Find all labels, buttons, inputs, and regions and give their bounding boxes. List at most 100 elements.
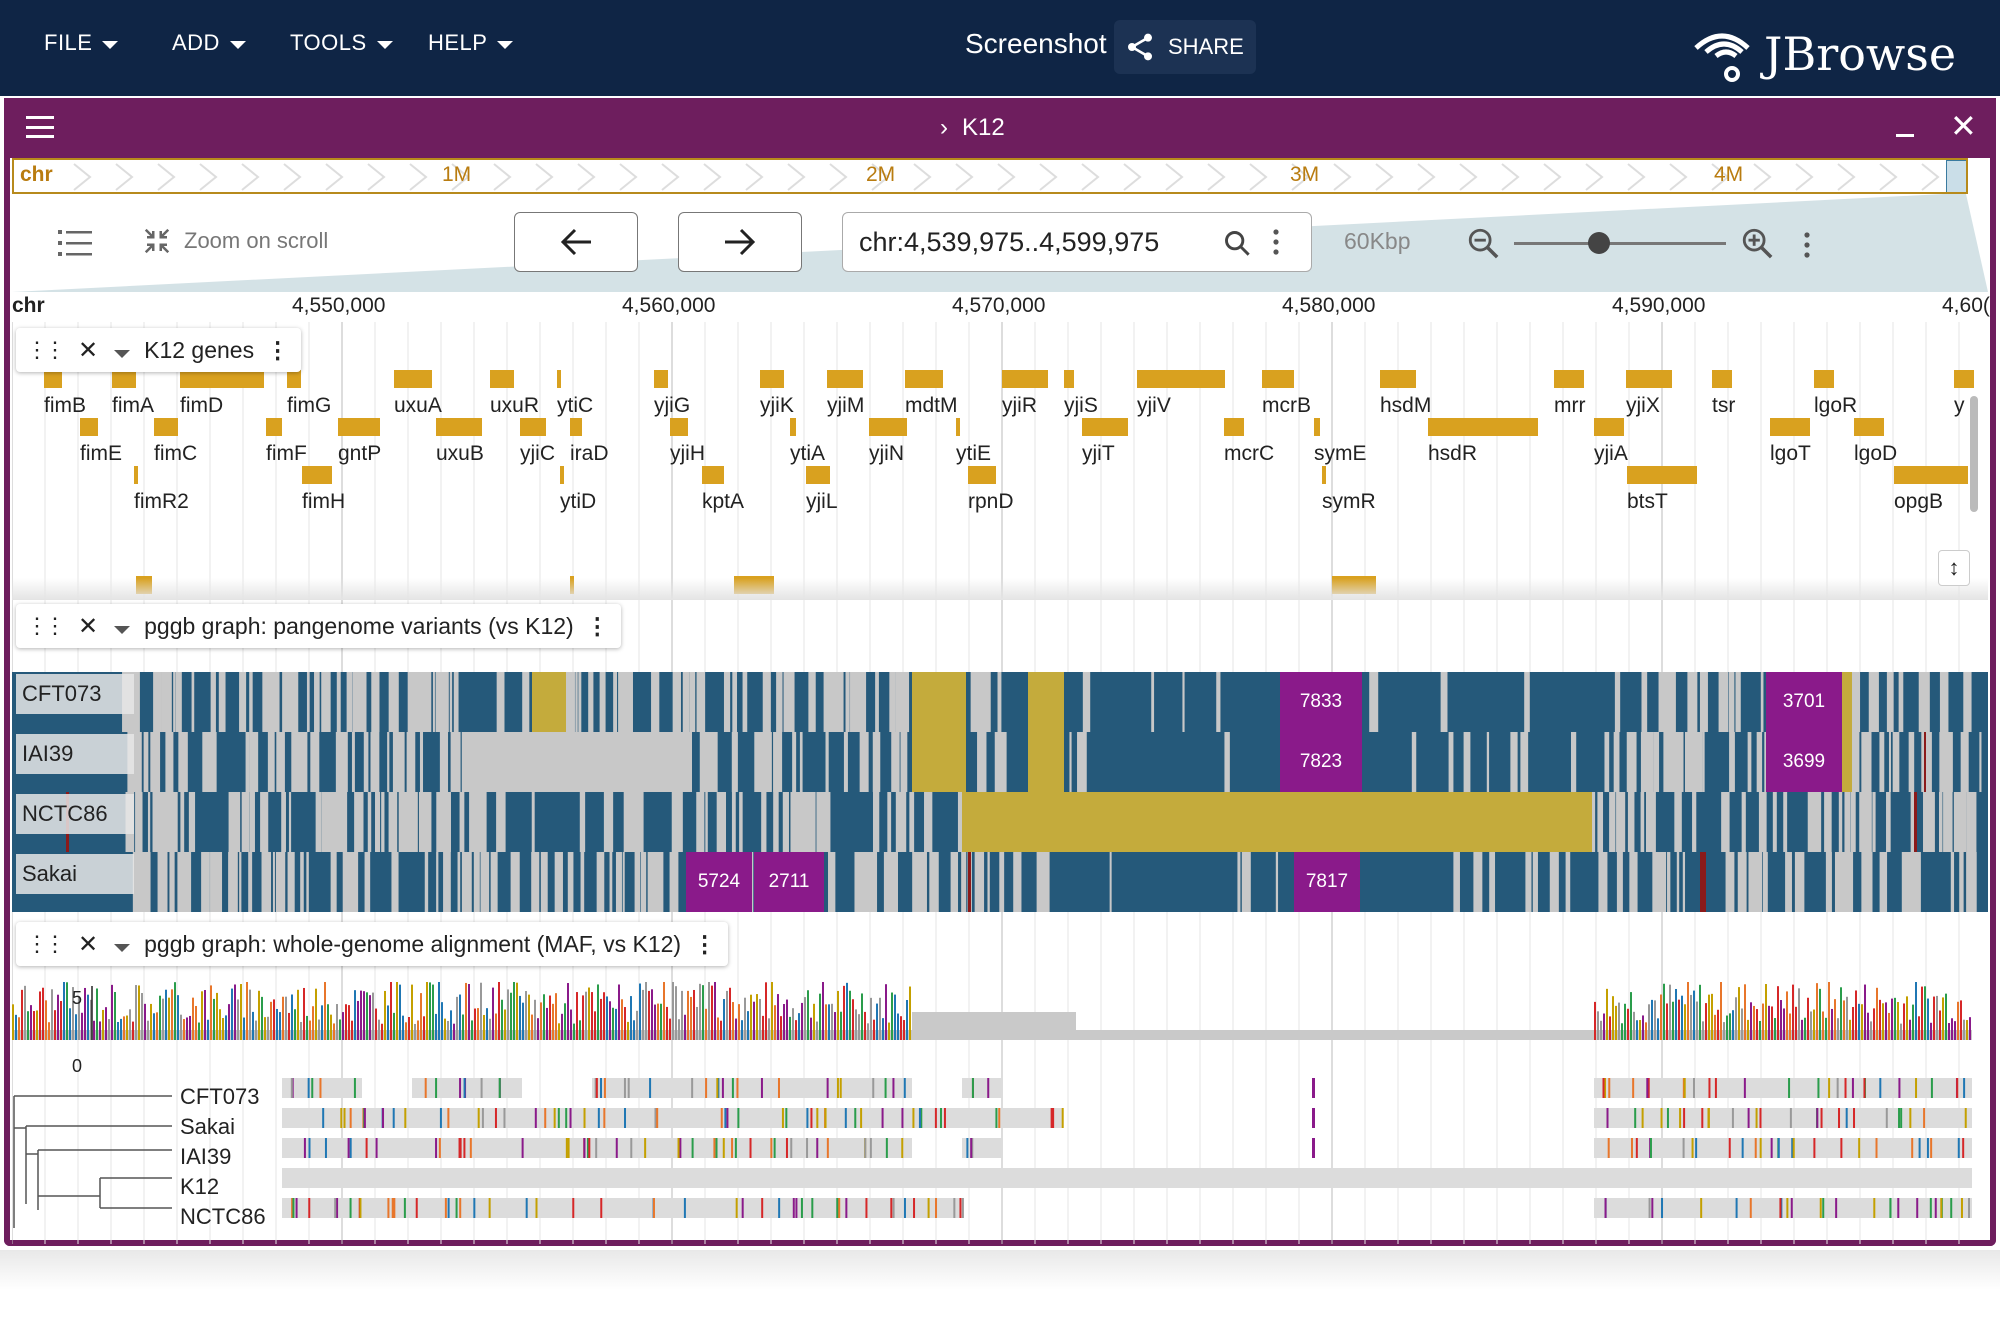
view-menu-icon[interactable] bbox=[26, 116, 54, 138]
tools-menu[interactable]: TOOLS bbox=[290, 30, 393, 56]
track-collapse-icon[interactable] bbox=[114, 337, 131, 364]
help-menu[interactable]: HELP bbox=[428, 30, 514, 56]
drag-handle-icon[interactable]: ⋮⋮ bbox=[26, 613, 66, 638]
track-menu-icon[interactable]: ⋮ bbox=[585, 612, 609, 639]
gene-feature[interactable] bbox=[760, 370, 784, 388]
overview-scalebar[interactable]: chr 1M 2M 3M 4M bbox=[12, 158, 1968, 194]
insertion-block[interactable]: 7823 bbox=[1280, 732, 1362, 792]
gene-feature[interactable] bbox=[436, 418, 482, 436]
drag-handle-icon[interactable]: ⋮⋮ bbox=[26, 337, 66, 362]
insertion-block[interactable]: 5724 bbox=[686, 852, 752, 912]
gene-feature[interactable] bbox=[670, 418, 688, 436]
variant-matrix[interactable] bbox=[12, 672, 1988, 912]
genes-track[interactable]: fimB fimA fimD fimG uxuA uxuR ytiC yjiG yjiK yjiM… bbox=[12, 322, 1988, 598]
gene-feature[interactable] bbox=[266, 418, 282, 436]
close-track-icon[interactable]: ✕ bbox=[78, 612, 99, 640]
zoom-slider-thumb[interactable] bbox=[1587, 232, 1610, 254]
track-selector-icon[interactable] bbox=[58, 228, 94, 258]
session-name[interactable]: Screenshot bbox=[965, 28, 1107, 59]
maf-alignment[interactable] bbox=[12, 982, 1988, 1242]
gene-feature[interactable] bbox=[827, 370, 863, 388]
gene-feature[interactable] bbox=[394, 370, 432, 388]
track-menu-icon[interactable]: ⋮ bbox=[266, 336, 290, 363]
add-menu[interactable]: ADD bbox=[172, 30, 246, 56]
gene-feature[interactable] bbox=[1594, 418, 1624, 436]
gene-feature[interactable] bbox=[1712, 370, 1732, 388]
gene-feature[interactable] bbox=[1627, 466, 1697, 484]
gene-feature[interactable] bbox=[1954, 370, 1974, 388]
close-track-icon[interactable]: ✕ bbox=[78, 930, 99, 958]
gene-feature[interactable] bbox=[1314, 418, 1320, 436]
insertion-block[interactable]: 2711 bbox=[754, 852, 824, 912]
gene-feature[interactable] bbox=[44, 370, 62, 388]
gene-feature[interactable] bbox=[1894, 466, 1968, 484]
coverage-bar bbox=[648, 990, 650, 1040]
gene-feature[interactable] bbox=[790, 418, 796, 436]
minimize-icon[interactable] bbox=[1896, 134, 1914, 137]
gene-feature[interactable] bbox=[806, 466, 830, 484]
coverage-bar bbox=[627, 1021, 629, 1040]
zoom-in-icon[interactable] bbox=[1740, 226, 1774, 260]
gene-feature[interactable] bbox=[338, 418, 380, 436]
gene-feature[interactable] bbox=[905, 370, 943, 388]
overview-visible-region[interactable] bbox=[1946, 160, 1966, 192]
view-options-icon[interactable] bbox=[1802, 230, 1812, 260]
gene-feature[interactable] bbox=[1770, 418, 1810, 436]
insertion-block[interactable]: 3699 bbox=[1766, 732, 1842, 792]
gene-feature[interactable] bbox=[1064, 370, 1074, 388]
track-collapse-icon[interactable] bbox=[114, 613, 131, 640]
gene-feature[interactable] bbox=[490, 370, 514, 388]
view-title[interactable]: › K12 bbox=[940, 114, 1005, 142]
gene-feature[interactable] bbox=[1380, 370, 1416, 388]
file-menu[interactable]: FILE bbox=[44, 30, 119, 56]
genes-scrollbar[interactable] bbox=[1970, 396, 1978, 512]
zoom-slider[interactable] bbox=[1514, 232, 1726, 254]
search-icon[interactable] bbox=[1223, 229, 1251, 257]
drag-handle-icon[interactable]: ⋮⋮ bbox=[26, 931, 66, 956]
gene-feature[interactable] bbox=[1082, 418, 1128, 436]
gene-feature[interactable] bbox=[1262, 370, 1294, 388]
gene-feature[interactable] bbox=[1626, 370, 1672, 388]
resize-handle-icon[interactable]: ↕ bbox=[1938, 550, 1970, 586]
zoom-on-scroll-toggle[interactable]: Zoom on scroll bbox=[142, 226, 328, 256]
zoom-out-icon[interactable] bbox=[1466, 226, 1500, 260]
gene-feature[interactable] bbox=[1137, 370, 1225, 388]
track-menu-icon[interactable]: ⋮ bbox=[693, 930, 717, 957]
gene-feature[interactable] bbox=[1854, 418, 1884, 436]
gene-feature[interactable] bbox=[134, 466, 138, 484]
location-search-input[interactable]: chr:4,539,975..4,599,975 bbox=[842, 212, 1312, 272]
gene-feature[interactable] bbox=[180, 370, 264, 388]
gene-feature[interactable] bbox=[154, 418, 178, 436]
gene-feature[interactable] bbox=[520, 418, 546, 436]
gene-feature[interactable] bbox=[702, 466, 724, 484]
pan-left-button[interactable] bbox=[514, 212, 638, 272]
gene-feature[interactable] bbox=[112, 370, 136, 388]
more-vert-icon[interactable] bbox=[1271, 227, 1281, 257]
gene-feature[interactable] bbox=[1554, 370, 1584, 388]
gene-feature[interactable] bbox=[869, 418, 907, 436]
gene-feature[interactable] bbox=[1224, 418, 1244, 436]
gene-feature[interactable] bbox=[654, 370, 668, 388]
gene-feature[interactable] bbox=[287, 370, 301, 388]
insertion-block[interactable]: 7817 bbox=[1294, 852, 1360, 912]
gene-feature[interactable] bbox=[1428, 418, 1538, 436]
insertion-block[interactable]: 3701 bbox=[1766, 672, 1842, 732]
gene-feature[interactable] bbox=[1814, 370, 1834, 388]
track-collapse-icon[interactable] bbox=[114, 931, 131, 958]
coordinate-ruler[interactable]: chr 4,550,000 4,560,000 4,570,000 4,580,… bbox=[12, 292, 1990, 322]
gene-feature[interactable] bbox=[968, 466, 996, 484]
gene-feature[interactable] bbox=[1322, 466, 1326, 484]
insertion-block[interactable]: 7833 bbox=[1280, 672, 1362, 732]
gene-feature[interactable] bbox=[570, 418, 582, 436]
coverage-bar bbox=[1792, 984, 1794, 1040]
gene-feature[interactable] bbox=[560, 466, 564, 484]
gene-feature[interactable] bbox=[302, 466, 332, 484]
close-view-icon[interactable]: ✕ bbox=[1950, 108, 1977, 144]
gene-feature[interactable] bbox=[956, 418, 960, 436]
gene-feature[interactable] bbox=[80, 418, 98, 436]
share-button[interactable]: SHARE bbox=[1114, 20, 1256, 74]
pan-right-button[interactable] bbox=[678, 212, 802, 272]
gene-feature[interactable] bbox=[1002, 370, 1048, 388]
close-track-icon[interactable]: ✕ bbox=[78, 336, 99, 364]
gene-feature[interactable] bbox=[557, 370, 561, 388]
